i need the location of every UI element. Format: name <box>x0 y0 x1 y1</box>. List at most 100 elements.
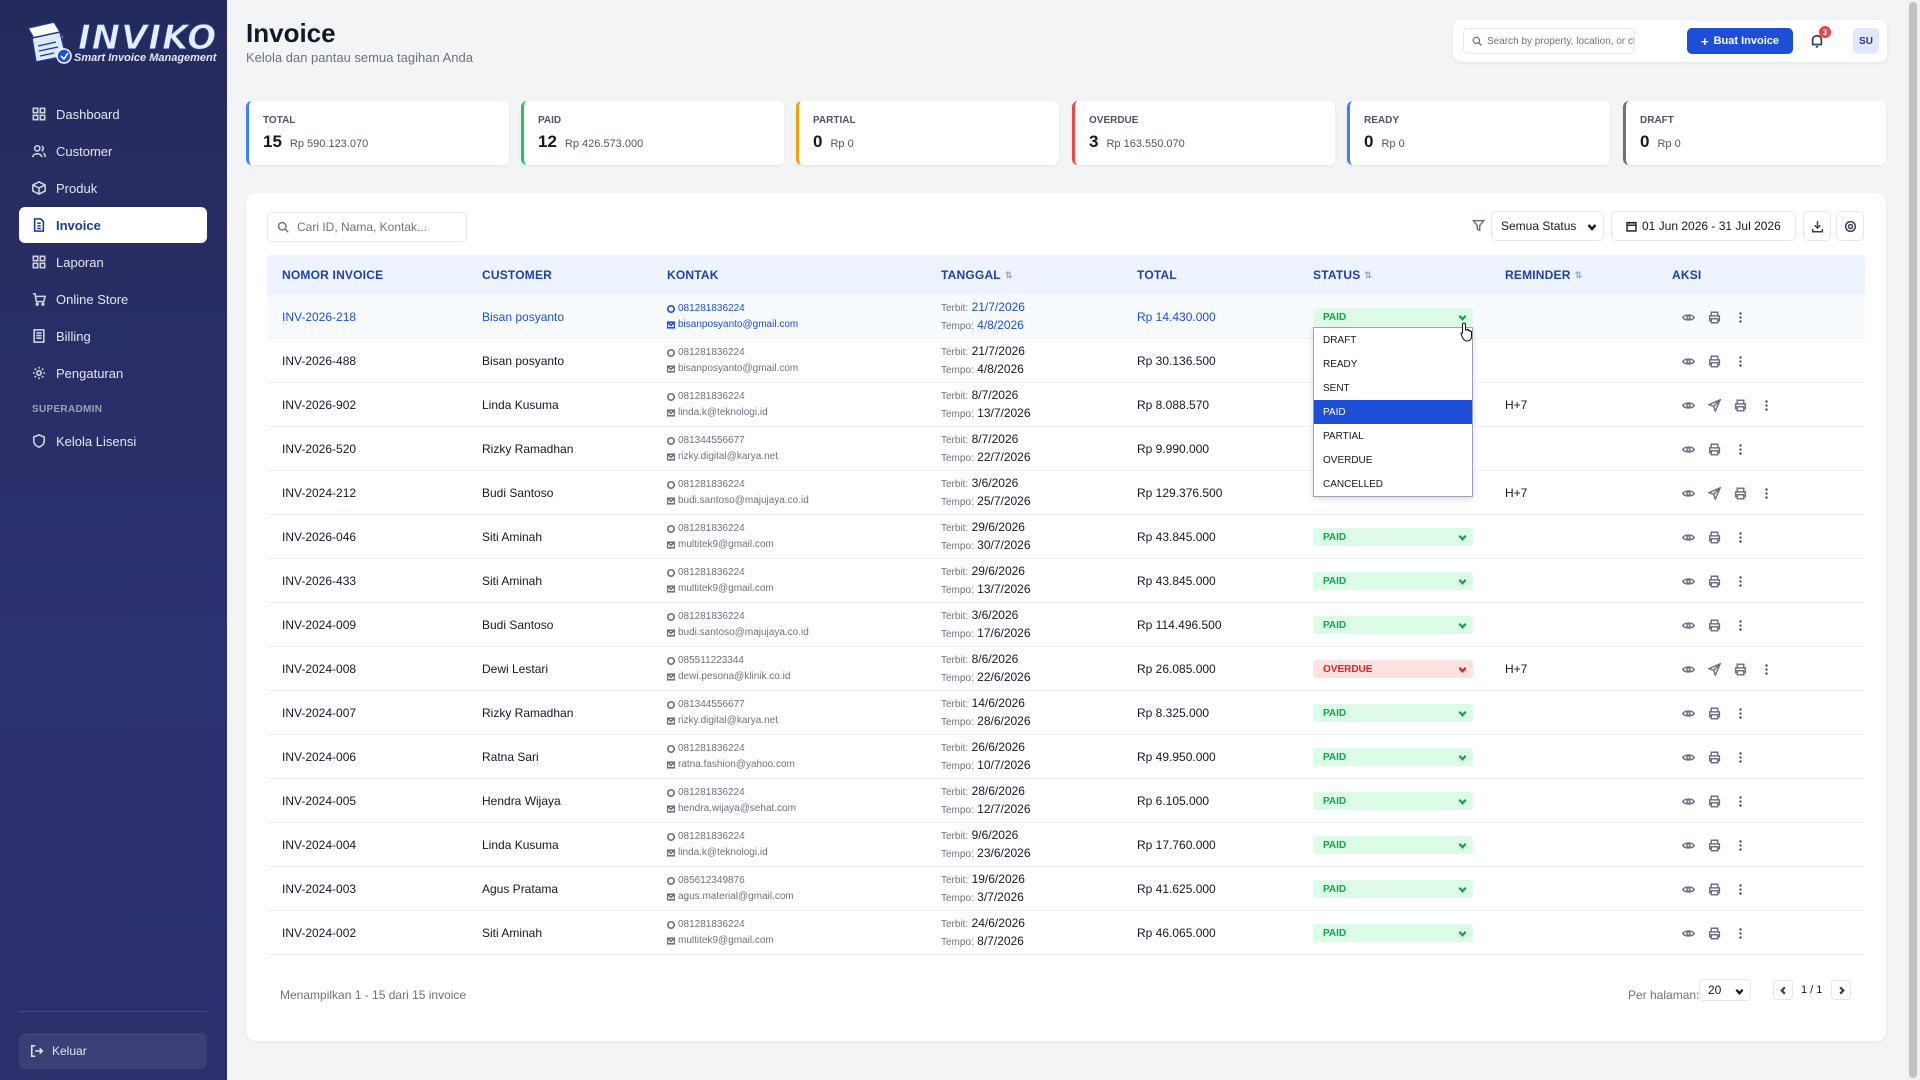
print-button[interactable] <box>1701 700 1727 726</box>
invoice-number[interactable]: INV-2024-003 <box>282 882 357 896</box>
status-select[interactable]: PAID <box>1313 528 1473 546</box>
table-row[interactable]: INV-2026-218 Bisan posyanto 081281836224 bi… <box>267 295 1865 339</box>
print-button[interactable] <box>1701 920 1727 946</box>
invoice-number[interactable]: INV-2024-005 <box>282 794 357 808</box>
invoice-number[interactable]: INV-2024-002 <box>282 926 357 940</box>
column-header-reminder[interactable]: REMINDER ⇅ <box>1505 268 1583 282</box>
view-button[interactable] <box>1675 480 1701 506</box>
create-invoice-button[interactable]: + Buat Invoice <box>1687 28 1793 54</box>
status-select[interactable]: PAID <box>1313 704 1473 722</box>
more-button[interactable] <box>1727 832 1753 858</box>
view-button[interactable] <box>1675 700 1701 726</box>
sidebar-item-kelola-lisensi[interactable]: Kelola Lisensi <box>19 423 207 459</box>
view-button[interactable] <box>1675 832 1701 858</box>
status-option-ready[interactable]: READY <box>1323 358 1358 370</box>
sidebar-item-dashboard[interactable]: Dashboard <box>19 96 207 132</box>
more-button[interactable] <box>1727 876 1753 902</box>
sidebar-item-online-store[interactable]: Online Store <box>19 281 207 317</box>
view-button[interactable] <box>1675 392 1701 418</box>
more-button[interactable] <box>1753 392 1779 418</box>
more-button[interactable] <box>1727 304 1753 330</box>
sidebar-item-laporan[interactable]: Laporan <box>19 244 207 280</box>
sidebar-item-pengaturan[interactable]: Pengaturan <box>19 355 207 391</box>
view-button[interactable] <box>1675 524 1701 550</box>
table-row[interactable]: INV-2026-433 Siti Aminah 081281836224 multi… <box>267 559 1865 603</box>
status-select[interactable]: PAID <box>1313 880 1473 898</box>
prev-page-button[interactable] <box>1773 980 1793 1000</box>
more-button[interactable] <box>1727 788 1753 814</box>
sidebar-item-customer[interactable]: Customer <box>19 133 207 169</box>
status-option-cancelled[interactable]: CANCELLED <box>1323 478 1384 490</box>
more-button[interactable] <box>1727 700 1753 726</box>
invoice-number[interactable]: INV-2024-009 <box>282 618 357 632</box>
status-option-overdue[interactable]: OVERDUE <box>1323 454 1373 466</box>
column-header-tanggal[interactable]: TANGGAL ⇅ <box>941 268 1013 282</box>
print-button[interactable] <box>1701 744 1727 770</box>
global-search-input[interactable]: Search by property, location, or cli <box>1463 28 1635 54</box>
more-button[interactable] <box>1727 920 1753 946</box>
status-option-partial[interactable]: PARTIAL <box>1323 430 1364 442</box>
more-button[interactable] <box>1727 436 1753 462</box>
more-button[interactable] <box>1753 480 1779 506</box>
table-row[interactable]: INV-2024-002 Siti Aminah 081281836224 multi… <box>267 911 1865 955</box>
print-button[interactable] <box>1701 568 1727 594</box>
more-button[interactable] <box>1753 656 1779 682</box>
status-select[interactable]: PAID <box>1313 792 1473 810</box>
date-range-picker[interactable]: 01 Jun 2026 - 31 Jul 2026 <box>1611 211 1796 241</box>
table-row[interactable]: INV-2024-007 Rizky Ramadhan 081344556677 ri… <box>267 691 1865 735</box>
more-button[interactable] <box>1727 348 1753 374</box>
view-button[interactable] <box>1675 876 1701 902</box>
send-button[interactable] <box>1701 656 1727 682</box>
status-select[interactable]: PAID <box>1313 924 1473 942</box>
table-row[interactable]: INV-2024-004 Linda Kusuma 081281836224 lind… <box>267 823 1865 867</box>
status-select[interactable]: PAID <box>1313 616 1473 634</box>
status-option-draft[interactable]: DRAFT <box>1323 334 1357 346</box>
sidebar-item-produk[interactable]: Produk <box>19 170 207 206</box>
print-button[interactable] <box>1701 788 1727 814</box>
status-select[interactable]: PAID <box>1313 836 1473 854</box>
status-select[interactable]: PAID <box>1313 308 1473 326</box>
print-button[interactable] <box>1701 348 1727 374</box>
print-button[interactable] <box>1701 876 1727 902</box>
status-filter-select[interactable]: Semua Status <box>1491 211 1604 241</box>
sidebar-item-billing[interactable]: Billing <box>19 318 207 354</box>
send-button[interactable] <box>1701 480 1727 506</box>
table-row[interactable]: INV-2026-488 Bisan posyanto 081281836224 bi… <box>267 339 1865 383</box>
logout-button[interactable]: Keluar <box>19 1033 207 1069</box>
view-button[interactable] <box>1675 348 1701 374</box>
print-button[interactable] <box>1727 656 1753 682</box>
invoice-number[interactable]: INV-2024-004 <box>282 838 357 852</box>
invoice-number[interactable]: INV-2026-433 <box>282 574 357 588</box>
next-page-button[interactable] <box>1831 980 1851 1000</box>
more-button[interactable] <box>1727 612 1753 638</box>
table-row[interactable]: INV-2026-902 Linda Kusuma 081281836224 lind… <box>267 383 1865 427</box>
print-button[interactable] <box>1701 524 1727 550</box>
print-button[interactable] <box>1701 612 1727 638</box>
view-button[interactable] <box>1675 304 1701 330</box>
column-header-status[interactable]: STATUS ⇅ <box>1313 268 1373 282</box>
view-button[interactable] <box>1675 788 1701 814</box>
status-select[interactable]: PAID <box>1313 748 1473 766</box>
sidebar-item-invoice[interactable]: Invoice <box>19 207 207 243</box>
view-button[interactable] <box>1675 656 1701 682</box>
view-button[interactable] <box>1675 744 1701 770</box>
per-page-select[interactable]: 20 <box>1699 979 1751 1001</box>
table-search-input[interactable]: Cari ID, Nama, Kontak... <box>267 212 467 242</box>
status-select[interactable]: OVERDUE <box>1313 660 1473 678</box>
status-option-sent[interactable]: SENT <box>1323 382 1350 394</box>
table-row[interactable]: INV-2024-212 Budi Santoso 081281836224 budi… <box>267 471 1865 515</box>
invoice-number[interactable]: INV-2026-902 <box>282 398 357 412</box>
more-button[interactable] <box>1727 744 1753 770</box>
download-button[interactable] <box>1803 211 1831 241</box>
invoice-number[interactable]: INV-2024-008 <box>282 662 357 676</box>
more-button[interactable] <box>1727 568 1753 594</box>
view-button[interactable] <box>1675 612 1701 638</box>
table-row[interactable]: INV-2024-006 Ratna Sari 081281836224 ratna.… <box>267 735 1865 779</box>
status-select[interactable]: PAID <box>1313 572 1473 590</box>
invoice-number[interactable]: INV-2024-212 <box>282 486 357 500</box>
print-button[interactable] <box>1727 392 1753 418</box>
table-settings-button[interactable] <box>1836 211 1864 241</box>
more-button[interactable] <box>1727 524 1753 550</box>
view-button[interactable] <box>1675 920 1701 946</box>
avatar[interactable]: SU <box>1853 28 1879 54</box>
